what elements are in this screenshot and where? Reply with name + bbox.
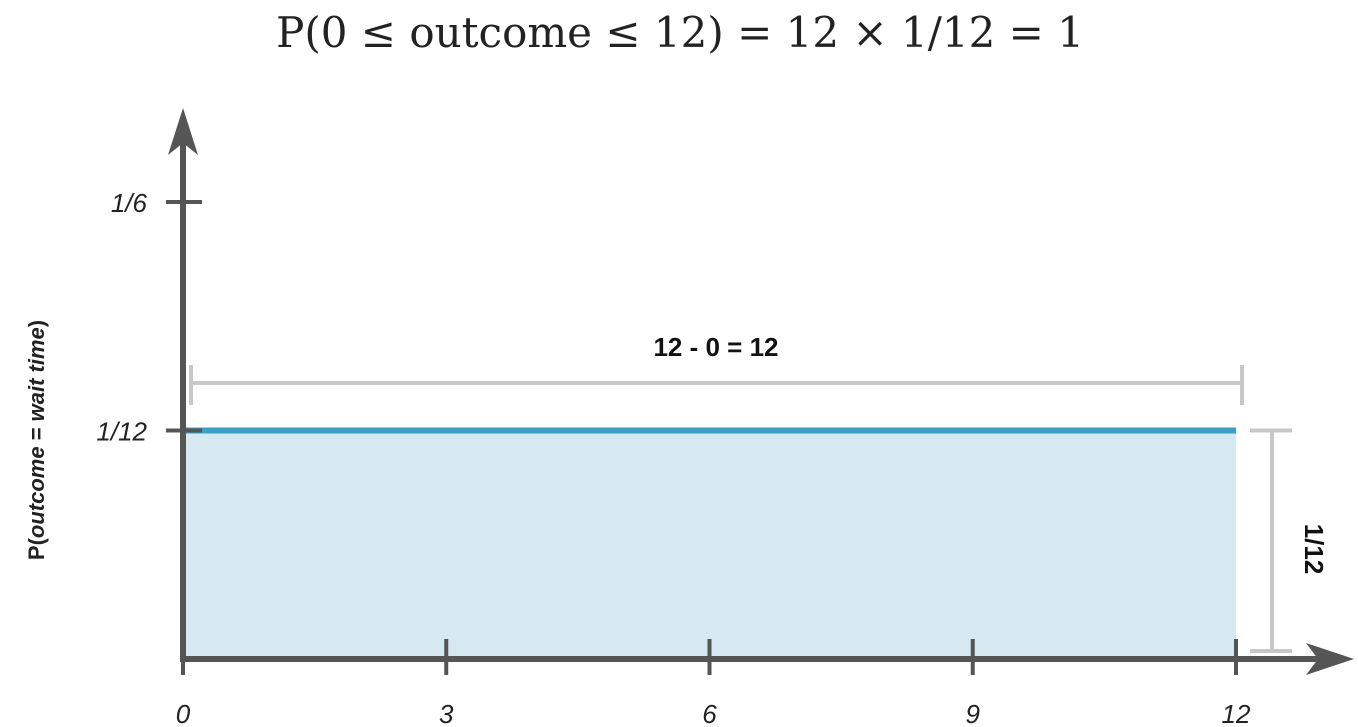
x-axis-ticks: 0 3 6 9 12 <box>176 639 1251 727</box>
x-tick-label: 6 <box>702 699 717 727</box>
y-tick-label: 1/12 <box>96 417 147 447</box>
y-label-outcome: outcome <box>24 446 49 538</box>
x-tick-label: 12 <box>1222 699 1251 727</box>
height-bracket <box>1250 428 1292 653</box>
y-tick-label: 1/6 <box>111 188 148 218</box>
y-label-wait-time: wait time <box>24 327 49 421</box>
x-tick-label: 3 <box>439 699 454 727</box>
width-annotation: 12 - 0 = 12 <box>653 332 778 362</box>
width-bracket <box>189 365 1244 405</box>
x-tick-label: 0 <box>176 699 191 727</box>
x-tick-label: 9 <box>966 699 980 727</box>
y-label-equals: = <box>24 421 49 446</box>
y-label-prefix: P( <box>24 537 49 560</box>
y-axis-ticks: 1/6 1/12 <box>96 188 202 447</box>
height-annotation: 1/12 <box>1299 524 1329 575</box>
y-axis-label: P(outcome = wait time) <box>24 320 49 560</box>
x-axis-arrowhead <box>1306 643 1354 675</box>
probability-area <box>183 430 1236 659</box>
chart-title: P(0 ≤ outcome ≤ 12) = 12 × 1/12 = 1 <box>276 8 1084 57</box>
axes <box>168 108 1354 675</box>
y-axis-arrowhead <box>168 108 198 155</box>
y-label-suffix: ) <box>24 320 49 327</box>
